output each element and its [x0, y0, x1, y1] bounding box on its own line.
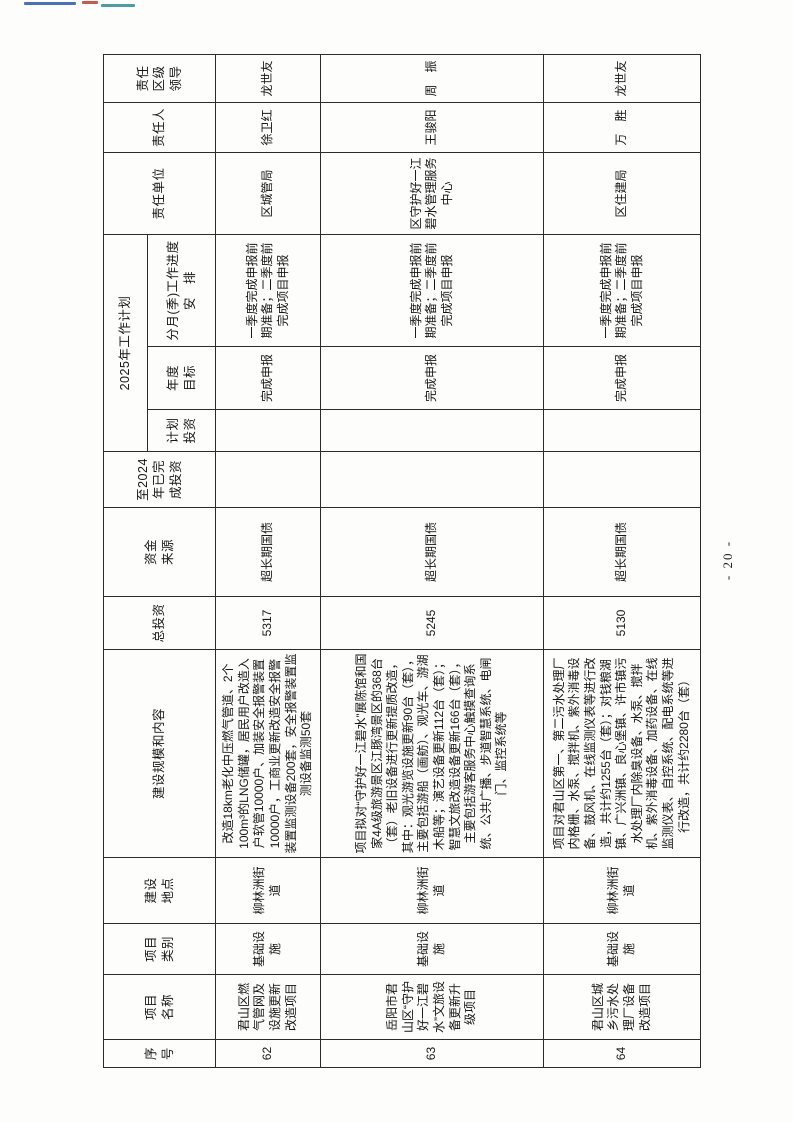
col-group-header-2025-plan: 2025年工作计划 — [103, 234, 148, 452]
cell-responsible-person: 徐卫红 — [215, 102, 321, 153]
col-header-monthly-schedule: 分月(季)工作进度 安 排 — [147, 234, 216, 347]
col-header-project-type: 项目 类别 — [103, 923, 216, 975]
col-header-district-leader: 责任 区级 领导 — [103, 54, 216, 103]
cell-location: 柳林洲街道 — [320, 857, 544, 924]
table-row-63: 63 岳阳市君山区“守护好一江碧水”文旅设备更新升级项目 基础设施 柳林洲街道 … — [320, 54, 544, 1068]
col-header-responsible-person: 责任人 — [103, 102, 216, 153]
cell-fund-source: 超长期国债 — [543, 507, 701, 597]
cell-completed-by-2024 — [320, 451, 544, 508]
cell-completed-by-2024 — [543, 451, 701, 508]
col-header-fund-source: 资金 来源 — [103, 507, 216, 597]
col-header-total-investment: 总投资 — [103, 596, 216, 650]
col-header-responsible-unit: 责任单位 — [103, 152, 216, 235]
cell-monthly-schedule: 一季度完成申报前期准备；二季度前完成项目申报 — [320, 234, 544, 347]
rotated-table-container: 序 号 项目 名称 项目 类别 建设 地点 建设规模和内容 总投资 资金 来源 … — [103, 54, 701, 1068]
cell-scale-content: 改造18km老化中压燃气管道、2个100m³的LNG储罐，居民用户改造入户软管1… — [215, 649, 321, 858]
col-header-location: 建设 地点 — [103, 857, 216, 924]
cell-annual-goal: 完成申报 — [543, 346, 701, 410]
cell-fund-source: 超长期国债 — [215, 507, 321, 597]
cell-scale-content: 项目拟对“守护好一江碧水”展陈馆和国家4A级旅游景区江豚湾景区的368台（套）老… — [320, 649, 544, 858]
cell-total-investment: 5130 — [543, 596, 701, 650]
cell-district-leader: 周 振 — [320, 54, 544, 103]
cell-responsible-unit: 区住建局 — [543, 152, 701, 235]
table-row-62: 62 君山区燃气管网及设施更新改造项目 基础设施 柳林洲街道 改造18km老化中… — [215, 54, 321, 1068]
cell-annual-goal: 完成申报 — [215, 346, 321, 410]
cell-monthly-schedule: 一季度完成申报前期准备；二季度前完成项目申报 — [215, 234, 321, 347]
cell-scale-content: 项目对君山区第一、第二污水处理厂内格栅、水泵、搅拌机、紫外消毒设备、鼓风机、在线… — [543, 649, 701, 858]
cell-project-type: 基础设施 — [543, 923, 701, 975]
cell-district-leader: 龙世友 — [543, 54, 701, 103]
cell-completed-by-2024 — [215, 451, 321, 508]
cell-monthly-schedule: 一季度完成申报前期准备；二季度前完成项目申报 — [543, 234, 701, 347]
col-header-seq: 序 号 — [103, 1039, 216, 1068]
table-row-64: 64 君山区城乡污水处理厂设备改造项目 基础设施 柳林洲街道 项目对君山区第一、… — [543, 54, 701, 1068]
col-header-project-name: 项目 名称 — [103, 974, 216, 1040]
cell-location: 柳林洲街道 — [543, 857, 701, 924]
cell-project-name: 君山区燃气管网及设施更新改造项目 — [215, 974, 321, 1040]
cell-project-name: 君山区城乡污水处理厂设备改造项目 — [543, 974, 701, 1040]
cell-seq: 63 — [320, 1039, 544, 1068]
cell-seq: 64 — [543, 1039, 701, 1068]
cell-responsible-unit: 区城管局 — [215, 152, 321, 235]
scan-artifact — [24, 2, 76, 5]
cell-planned-investment — [543, 409, 701, 452]
cell-responsible-person: 万 胜 — [543, 102, 701, 153]
col-header-planned-investment: 计划 投资 — [147, 409, 216, 452]
cell-project-type: 基础设施 — [320, 923, 544, 975]
cell-fund-source: 超长期国债 — [320, 507, 544, 597]
cell-responsible-unit: 区守护好一江碧水管理服务中心 — [320, 152, 544, 235]
scan-artifact — [101, 4, 135, 7]
scan-artifact — [82, 1, 98, 4]
col-header-annual-goal: 年度 目标 — [147, 346, 216, 410]
cell-seq: 62 — [215, 1039, 321, 1068]
cell-project-name: 岳阳市君山区“守护好一江碧水”文旅设备更新升级项目 — [320, 974, 544, 1040]
cell-location: 柳林洲街道 — [215, 857, 321, 924]
page-number: - 20 - — [720, 539, 735, 581]
cell-district-leader: 龙世友 — [215, 54, 321, 103]
cell-total-investment: 5245 — [320, 596, 544, 650]
cell-planned-investment — [320, 409, 544, 452]
cell-project-type: 基础设施 — [215, 923, 321, 975]
col-header-scale-content: 建设规模和内容 — [103, 649, 216, 858]
col-header-completed-by-2024: 至2024 年已完 成投资 — [103, 451, 216, 508]
cell-total-investment: 5317 — [215, 596, 321, 650]
work-plan-table: 序 号 项目 名称 项目 类别 建设 地点 建设规模和内容 总投资 资金 来源 … — [103, 54, 701, 1068]
cell-planned-investment — [215, 409, 321, 452]
cell-responsible-person: 王骏阳 — [320, 102, 544, 153]
cell-annual-goal: 完成申报 — [320, 346, 544, 410]
